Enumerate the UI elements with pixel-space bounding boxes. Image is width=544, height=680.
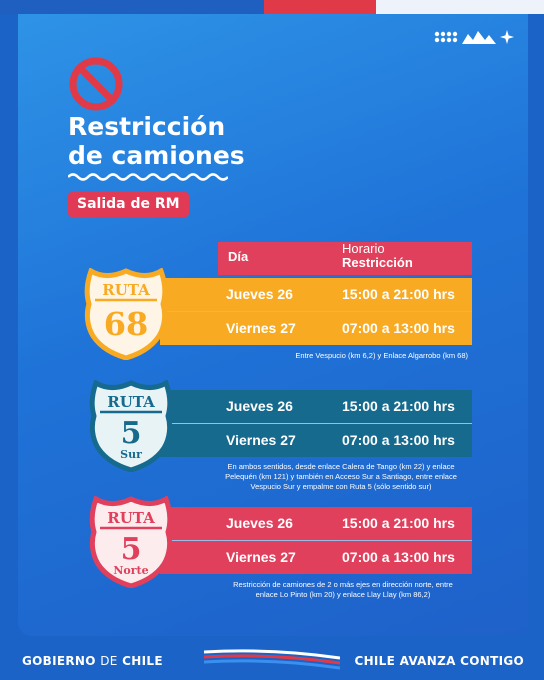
- top-bar-blue: [0, 0, 264, 14]
- header-horario: Horario Restricción: [342, 242, 413, 270]
- title-line-2: de camiones: [68, 141, 245, 170]
- ruta-5-norte-shield: RUTA 5 Norte: [89, 496, 173, 588]
- header-dia: Día: [228, 249, 249, 264]
- row-hours: 15:00 a 21:00 hrs: [342, 515, 455, 531]
- row-divider: [160, 423, 472, 424]
- table-row: Jueves 26 15:00 a 21:00 hrs: [160, 507, 472, 540]
- route-5-sur-note: En ambos sentidos, desde enlace Calera d…: [196, 462, 486, 492]
- shield-number: 5: [121, 416, 142, 451]
- top-bar-white: [376, 0, 544, 14]
- row-divider: [160, 311, 472, 312]
- dots-grid-icon: [434, 31, 458, 43]
- shield-sub-text: Norte: [113, 564, 148, 577]
- shield-ruta-text: RUTA: [107, 393, 155, 411]
- footer-avanza: CHILE AVANZA CONTIGO: [354, 654, 524, 668]
- header-horario-label: Horario: [342, 241, 385, 256]
- row-hours: 15:00 a 21:00 hrs: [342, 398, 455, 414]
- shield-ruta-text: RUTA: [102, 281, 150, 299]
- table-row: Viernes 27 07:00 a 13:00 hrs: [160, 312, 472, 345]
- row-hours: 07:00 a 13:00 hrs: [342, 320, 455, 336]
- note-line: Vespucio Sur y empalme con Ruta 5 (sólo …: [250, 482, 432, 491]
- row-day: Jueves 26: [226, 398, 293, 414]
- row-hours: 07:00 a 13:00 hrs: [342, 432, 455, 448]
- prohibited-icon: [69, 57, 123, 111]
- route-68-note: Entre Vespucio (km 6,2) y Enlace Algarro…: [295, 351, 468, 360]
- row-day: Viernes 27: [226, 320, 296, 336]
- row-divider: [160, 540, 472, 541]
- row-day: Viernes 27: [226, 432, 296, 448]
- ruta-68-shield: RUTA 68: [84, 268, 168, 360]
- mountains-icon: [462, 31, 496, 44]
- subtitle-badge: Salida de RM: [68, 192, 189, 217]
- row-hours: 07:00 a 13:00 hrs: [342, 549, 455, 565]
- row-day: Jueves 26: [226, 515, 293, 531]
- row-hours: 15:00 a 21:00 hrs: [342, 286, 455, 302]
- table-row: Viernes 27 07:00 a 13:00 hrs: [160, 541, 472, 574]
- ruta-5-sur-shield: RUTA 5 Sur: [89, 380, 173, 472]
- table-row: Jueves 26 15:00 a 21:00 hrs: [160, 390, 472, 423]
- footer-de-word: DE: [100, 654, 118, 668]
- table-row: Viernes 27 07:00 a 13:00 hrs: [160, 424, 472, 457]
- table-header: [218, 242, 472, 275]
- shield-number: 68: [104, 305, 149, 343]
- wave-divider: [68, 173, 228, 181]
- shield-sub-text: Sur: [120, 448, 142, 461]
- row-day: Jueves 26: [226, 286, 293, 302]
- note-line: En ambos sentidos, desde enlace Calera d…: [227, 462, 455, 471]
- brand-icons: [434, 30, 514, 44]
- row-day: Viernes 27: [226, 549, 296, 565]
- shield-number: 5: [121, 532, 142, 567]
- note-line: Pelequén (km 121) y también en Acceso Su…: [225, 472, 457, 481]
- route-5-norte-note: Restricción de camiones de 2 o más ejes …: [208, 580, 478, 600]
- footer-gobierno: GOBIERNO DE CHILE: [22, 654, 163, 668]
- table-row: Jueves 26 15:00 a 21:00 hrs: [160, 278, 472, 311]
- note-line: Restricción de camiones de 2 o más ejes …: [233, 580, 453, 589]
- flag-stripe-graphic: [204, 649, 340, 670]
- footer-gobierno-word: GOBIERNO: [22, 654, 96, 668]
- header-restriccion-label: Restricción: [342, 255, 413, 270]
- shield-ruta-text: RUTA: [107, 509, 155, 527]
- footer-chile-word: CHILE: [122, 654, 163, 668]
- title-line-1: Restricción: [68, 112, 226, 141]
- star-icon: [500, 30, 514, 44]
- page-title: Restricción de camiones: [68, 112, 245, 170]
- note-line: enlace Lo Pinto (km 20) y enlace Llay Ll…: [255, 590, 431, 599]
- top-bar-red: [264, 0, 376, 14]
